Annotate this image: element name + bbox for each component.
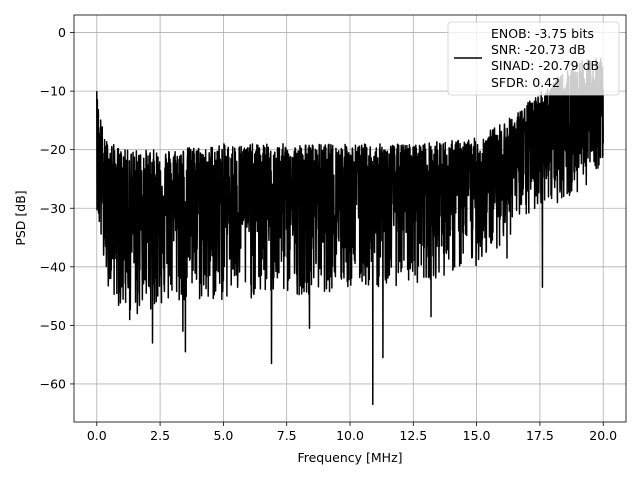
x-tick-label: 20.0 xyxy=(589,428,617,443)
legend-snr: SNR: -20.73 dB xyxy=(491,42,586,57)
y-tick-label: −20 xyxy=(40,142,66,157)
legend-enob: ENOB: -3.75 bits xyxy=(491,26,594,41)
legend-sinad: SINAD: -20.79 dB xyxy=(491,58,599,73)
legend-box xyxy=(447,21,620,96)
legend: ENOB: -3.75 bits SNR: -20.73 dB SINAD: -… xyxy=(447,21,620,96)
y-axis-ticks: 0 −10 −20 −30 −40 −50 −60 xyxy=(40,25,74,391)
psd-series-line xyxy=(96,57,604,406)
x-tick-label: 5.0 xyxy=(213,428,233,443)
x-axis-ticks: 0.0 2.5 5.0 7.5 10.0 12.5 15.0 17.5 20.0 xyxy=(87,422,617,443)
x-tick-label: 12.5 xyxy=(399,428,427,443)
x-tick-label: 0.0 xyxy=(87,428,107,443)
y-tick-label: −30 xyxy=(40,201,66,216)
y-tick-label: −60 xyxy=(40,376,66,391)
x-axis-label: Frequency [MHz] xyxy=(297,450,402,465)
legend-sfdr: SFDR: 0.42 xyxy=(491,75,560,90)
x-tick-label: 2.5 xyxy=(150,428,170,443)
x-tick-label: 15.0 xyxy=(463,428,491,443)
y-tick-label: −10 xyxy=(40,84,66,99)
x-tick-label: 10.0 xyxy=(336,428,364,443)
y-tick-label: −40 xyxy=(40,259,66,274)
y-tick-label: −50 xyxy=(40,318,66,333)
x-tick-label: 7.5 xyxy=(277,428,297,443)
x-tick-label: 17.5 xyxy=(526,428,554,443)
y-tick-label: 0 xyxy=(58,25,66,40)
y-axis-label: PSD [dB] xyxy=(13,190,28,245)
plot-area xyxy=(96,57,604,406)
